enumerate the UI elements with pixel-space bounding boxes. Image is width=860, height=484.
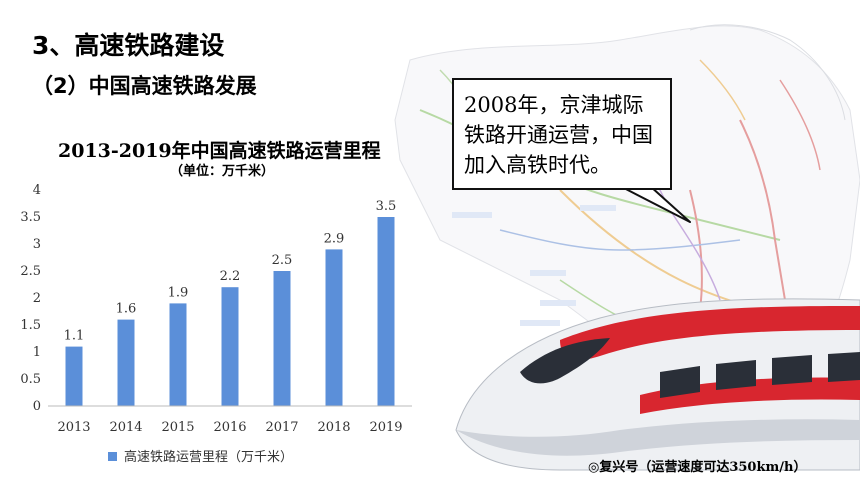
y-tick-label: 2.5 [20,264,41,279]
y-tick-label: 1 [33,345,41,360]
y-tick-label: 3 [33,237,41,252]
x-tick-label: 2017 [265,420,298,435]
bar-2015 [169,303,187,406]
y-tick-label: 2 [33,291,41,306]
bar-2019 [377,217,395,406]
train-illustration [455,298,860,471]
bar-2014 [117,319,135,406]
bar-value-label: 1.1 [64,329,85,344]
y-tick-label: 1.5 [20,318,41,333]
y-tick-label: 4 [33,183,41,198]
bar-value-label: 2.2 [220,269,241,284]
bar-value-label: 2.9 [324,231,345,246]
slide-heading: 3、高速铁路建设 [32,31,225,60]
x-tick-label: 2014 [109,420,142,435]
bar-value-label: 1.6 [116,302,137,317]
bar-value-label: 1.9 [168,285,189,300]
bar-2016 [221,287,239,406]
x-tick-label: 2015 [161,420,194,435]
train-caption: ◎复兴号（运营速度可达350km/h） [588,460,807,475]
y-tick-label: 0 [33,399,41,414]
bar-2018 [325,249,343,406]
legend-swatch [108,452,117,461]
bar-value-label: 2.5 [272,253,293,268]
bar-value-label: 3.5 [376,199,397,214]
y-tick-label: 0.5 [20,372,41,387]
legend-label: 高速铁路运营里程（万千米） [124,449,293,465]
slide-subheading: （2）中国高速铁路发展 [32,74,257,98]
bar-2017 [273,271,291,406]
x-tick-label: 2018 [317,420,350,435]
x-tick-label: 2019 [369,420,402,435]
chart-title: 2013-2019年中国高速铁路运营里程 [58,140,381,162]
bar-2013 [65,346,83,406]
chart-subtitle: （单位：万千米） [170,164,275,179]
callout-box: 2008年，京津城际铁路开通运营，中国加入高铁时代。 [452,78,672,190]
x-tick-label: 2013 [57,420,90,435]
callout-text: 2008年，京津城际铁路开通运营，中国加入高铁时代。 [464,93,653,177]
y-tick-label: 3.5 [20,210,41,225]
callout-pointer [619,185,691,223]
x-tick-label: 2016 [213,420,246,435]
